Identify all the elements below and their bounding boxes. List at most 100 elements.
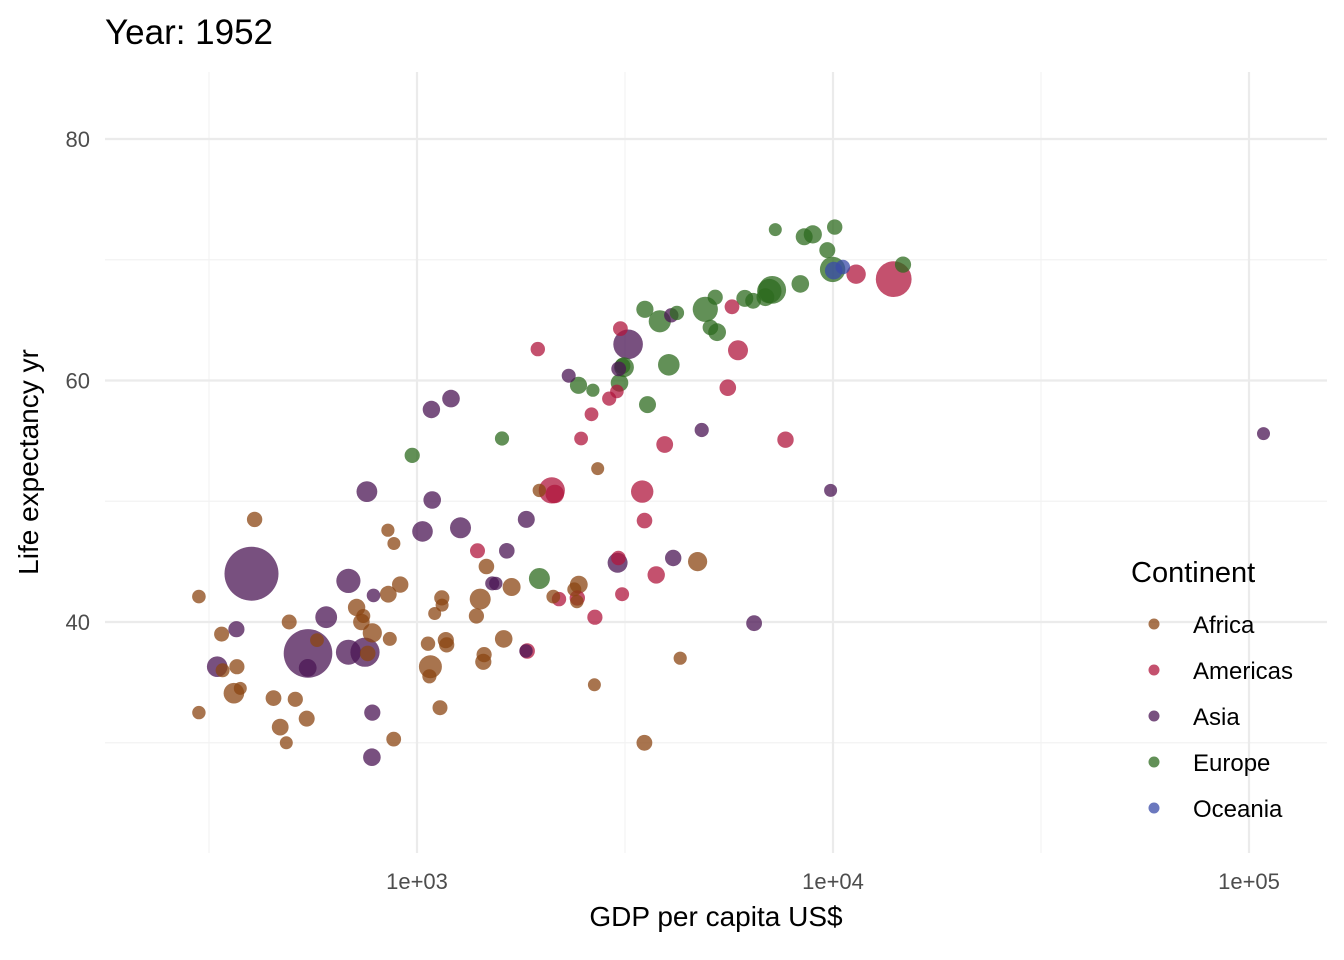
data-point-asia	[363, 748, 381, 766]
x-tick-label: 1e+04	[802, 869, 864, 894]
data-point-africa	[587, 678, 601, 692]
x-axis-title: GDP per capita US$	[589, 901, 843, 932]
data-point-asia	[694, 422, 709, 438]
data-point-africa	[494, 630, 513, 648]
data-point-americas	[613, 321, 628, 336]
x-tick-label: 1e+05	[1218, 869, 1280, 894]
data-point-americas	[587, 609, 603, 625]
data-point-americas	[610, 384, 624, 399]
data-point-europe	[658, 354, 680, 376]
data-point-africa	[392, 576, 409, 593]
legend-title: Continent	[1131, 557, 1255, 589]
legend-key-oceania	[1148, 802, 1160, 814]
data-point-africa	[265, 690, 282, 706]
legend-label-oceania: Oceania	[1193, 796, 1283, 823]
data-point-asia	[450, 517, 471, 539]
data-point-africa	[435, 598, 449, 612]
data-point-africa	[233, 681, 247, 695]
data-point-europe	[795, 228, 813, 246]
data-point-africa	[428, 607, 442, 620]
data-point-asia	[442, 389, 460, 408]
data-point-europe	[894, 256, 912, 273]
data-point-asia	[335, 639, 361, 665]
legend-key-africa	[1148, 618, 1160, 630]
data-point-europe	[768, 223, 782, 237]
data-point-asia	[224, 546, 279, 601]
data-point-africa	[359, 645, 376, 662]
data-point-asia	[1257, 427, 1270, 441]
data-point-asia	[499, 543, 515, 559]
data-point-europe	[494, 431, 510, 446]
data-point-africa	[570, 594, 584, 609]
legend: Continent Africa Americas Asia Europe Oceani…	[1131, 557, 1293, 823]
y-axis-title: Life expectancy yr	[13, 349, 44, 575]
data-point-asia	[517, 510, 535, 528]
data-point-asia	[423, 491, 442, 509]
data-point-africa	[298, 710, 315, 727]
data-point-americas	[719, 379, 737, 397]
data-point-europe	[569, 376, 588, 394]
data-point-europe	[636, 300, 654, 318]
data-point-africa	[310, 633, 324, 647]
data-point-americas	[846, 264, 866, 284]
data-point-asia	[561, 368, 576, 383]
y-tick-label: 40	[66, 610, 90, 635]
data-point-africa	[532, 483, 546, 498]
legend-key-asia	[1148, 710, 1160, 722]
data-point-americas	[470, 543, 485, 559]
data-point-europe	[639, 396, 656, 414]
data-point-africa	[271, 718, 289, 736]
data-point-americas	[656, 436, 674, 453]
data-point-europe	[827, 219, 843, 235]
data-point-europe	[669, 305, 685, 321]
data-point-europe	[819, 242, 836, 259]
data-point-africa	[468, 608, 484, 624]
legend-label-europe: Europe	[1193, 750, 1270, 777]
data-point-africa	[546, 589, 561, 604]
data-point-africa	[192, 705, 206, 720]
data-point-africa	[381, 523, 395, 537]
data-point-africa	[229, 659, 245, 675]
data-point-africa	[673, 651, 687, 665]
data-point-europe	[702, 319, 719, 336]
data-point-africa	[439, 637, 455, 653]
data-point-africa	[636, 734, 653, 751]
data-point-americas	[574, 431, 588, 446]
data-point-africa	[422, 669, 437, 684]
data-point-europe	[586, 383, 600, 397]
data-point-americas	[615, 587, 630, 602]
data-point-americas	[728, 340, 748, 361]
data-point-asia	[613, 329, 643, 360]
data-point-americas	[584, 407, 599, 422]
y-tick-label: 60	[66, 369, 90, 394]
data-point-europe	[528, 568, 550, 589]
data-point-africa	[386, 731, 402, 747]
data-point-asia	[412, 521, 433, 542]
data-point-asia	[746, 615, 762, 632]
data-point-asia	[824, 483, 838, 497]
axes: 1e+03 1e+04 1e+05 40 60 80	[66, 127, 1280, 894]
data-point-americas	[611, 550, 626, 566]
data-point-americas	[631, 480, 654, 503]
legend-label-americas: Americas	[1193, 658, 1293, 685]
legend-key-europe	[1148, 756, 1160, 768]
data-points	[192, 219, 1270, 766]
data-point-americas	[777, 431, 794, 448]
data-point-asia	[298, 659, 317, 677]
data-point-africa	[420, 636, 436, 651]
legend-label-africa: Africa	[1193, 612, 1255, 639]
data-point-africa	[567, 582, 582, 597]
data-point-africa	[688, 552, 708, 572]
data-point-asia	[489, 576, 503, 591]
data-point-africa	[246, 511, 263, 528]
x-tick-label: 1e+03	[386, 869, 448, 894]
data-point-africa	[279, 736, 293, 750]
data-point-asia	[228, 621, 245, 638]
data-point-asia	[519, 644, 533, 658]
data-point-africa	[478, 558, 495, 575]
chart-title: Year: 1952	[105, 13, 273, 52]
data-point-asia	[366, 588, 381, 603]
data-point-asia	[611, 361, 627, 377]
data-point-africa	[476, 647, 492, 663]
